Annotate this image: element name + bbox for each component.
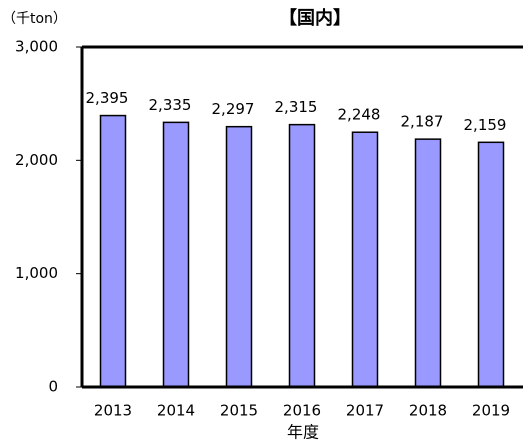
x-tick-label: 2016 [283, 402, 321, 420]
x-tick-label: 2014 [157, 402, 195, 420]
y-tick-label: 3,000 [15, 38, 58, 56]
y-tick-label: 1,000 [15, 264, 58, 282]
y-axis-label: （千ton） [2, 11, 67, 27]
data-label: 2,187 [401, 113, 444, 131]
data-label: 2,335 [149, 96, 192, 114]
y-tick-label: 0 [48, 378, 58, 396]
x-tick-label: 2017 [346, 402, 384, 420]
x-tick-label: 2019 [472, 402, 510, 420]
bar [414, 138, 442, 388]
bar [351, 131, 379, 388]
x-tick-label: 2018 [409, 402, 447, 420]
chart-title: 【国内】 [279, 7, 351, 29]
bar [162, 121, 190, 388]
bar [225, 125, 253, 388]
data-label: 2,297 [212, 100, 255, 118]
data-label: 2,248 [338, 106, 381, 124]
x-axis-label: 年度 [287, 423, 319, 442]
data-label: 2,315 [275, 98, 318, 116]
data-label: 2,159 [464, 116, 507, 134]
data-label: 2,395 [86, 89, 129, 107]
bar [477, 141, 505, 388]
y-tick-label: 2,000 [15, 151, 58, 169]
bar [288, 123, 316, 388]
x-tick-label: 2013 [94, 402, 132, 420]
x-tick-label: 2015 [220, 402, 258, 420]
bar [99, 114, 127, 388]
